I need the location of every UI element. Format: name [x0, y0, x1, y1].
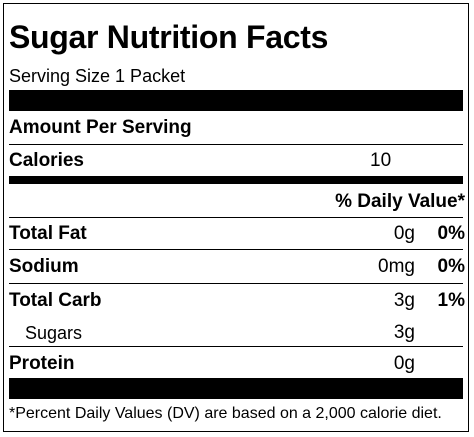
nutrient-label-sodium: Sodium	[9, 256, 79, 277]
nutrient-label-total-carb: Total Carb	[9, 290, 102, 311]
nutrient-amount-total-fat: 0g	[393, 223, 415, 244]
nutrient-dv-total-carb: 1%	[437, 290, 465, 311]
daily-value-header: % Daily Value*	[335, 191, 465, 212]
nutrient-dv-total-fat: 0%	[437, 223, 465, 244]
medium-divider	[9, 176, 463, 184]
divider	[9, 283, 463, 284]
nutrient-amount-sodium: 0mg	[378, 256, 415, 277]
divider	[9, 346, 463, 347]
nutrient-label-sugars: Sugars	[25, 323, 83, 343]
nutrient-amount-total-carb: 3g	[393, 290, 415, 311]
nutrient-label-protein: Protein	[9, 353, 75, 374]
nutrient-dv-sodium: 0%	[437, 256, 465, 277]
nutrient-label-total-fat: Total Fat	[9, 223, 87, 244]
divider	[9, 144, 463, 145]
nutrient-amount-protein: 0g	[393, 353, 415, 374]
thick-divider	[9, 378, 463, 399]
serving-size: Serving Size 1 Packet	[9, 66, 186, 86]
nutrition-facts-label: Sugar Nutrition Facts Serving Size 1 Pac…	[3, 3, 469, 432]
calories-label: Calories	[9, 150, 84, 171]
footnote: *Percent Daily Values (DV) are based on …	[9, 405, 442, 422]
calories-value: 10	[370, 150, 392, 171]
divider	[9, 249, 463, 250]
label-title: Sugar Nutrition Facts	[9, 19, 329, 55]
divider	[9, 217, 463, 218]
thick-divider	[9, 90, 463, 111]
nutrient-amount-sugars: 3g	[393, 322, 415, 343]
amount-per-serving-heading: Amount Per Serving	[9, 117, 192, 138]
